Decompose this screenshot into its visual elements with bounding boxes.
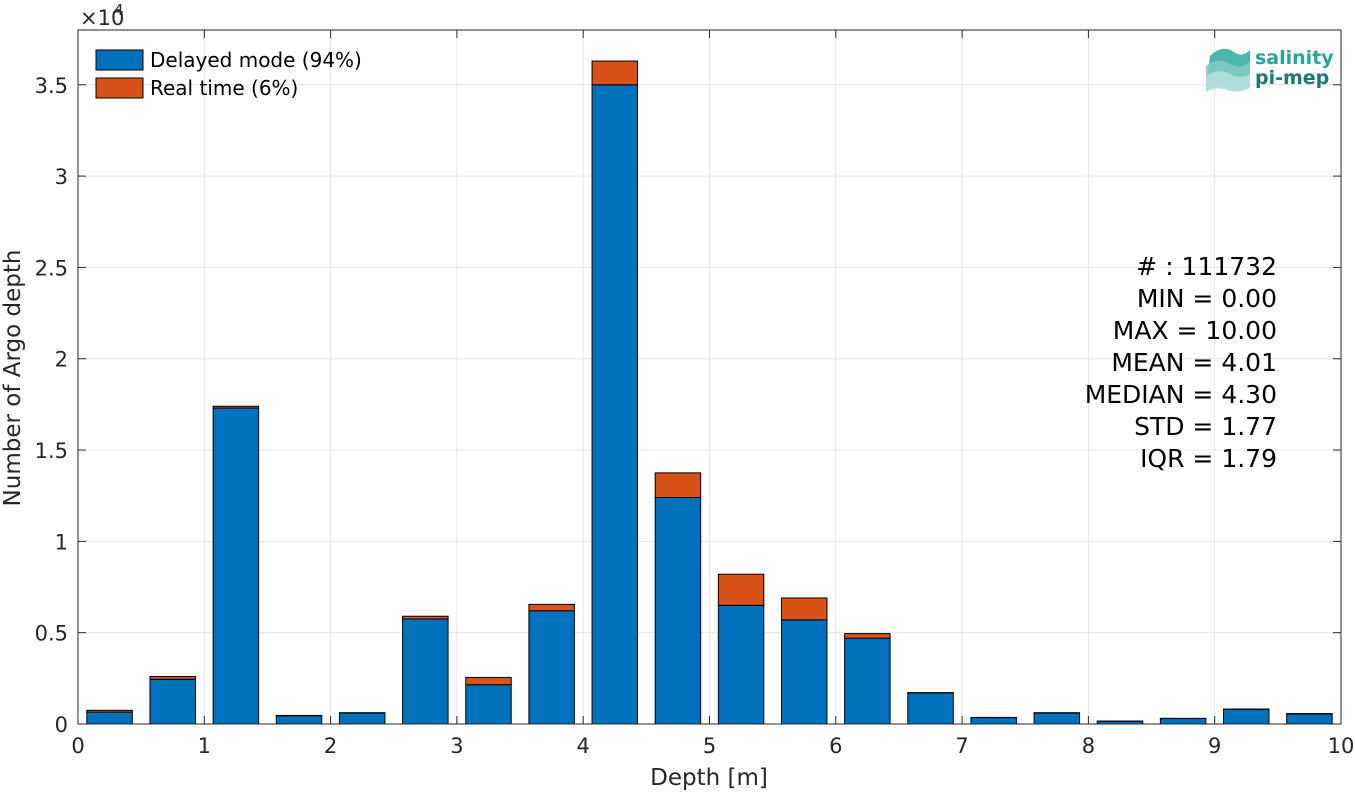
bar-delayed-mode (1033, 712, 1081, 725)
bar-real-time (780, 597, 828, 621)
logo-text-salinity: salinity (1255, 47, 1334, 69)
logo-text-pimep: pi-mep (1255, 67, 1329, 89)
bar-delayed-mode (1286, 713, 1333, 725)
bar-real-time (149, 676, 196, 680)
y-exponent-label: ×10 (80, 6, 124, 30)
stats-box: # : 111732 MIN = 0.00 MAX = 10.00 MEAN =… (1085, 252, 1277, 473)
stat-std: STD = 1.77 (1134, 412, 1277, 441)
bar-delayed-mode (717, 604, 765, 725)
stat-min: MIN = 0.00 (1137, 284, 1277, 313)
salinity-pimep-logo: salinity pi-mep (1206, 47, 1334, 92)
bar-delayed-mode (1223, 708, 1270, 725)
y-tick-label: 3.5 (35, 74, 68, 98)
x-tick-label: 7 (955, 734, 968, 758)
bar-delayed-mode (402, 618, 449, 725)
bar-delayed-mode (338, 712, 386, 725)
y-exponent-power: 4 (114, 1, 124, 19)
x-tick-label: 6 (829, 734, 842, 758)
stat-max: MAX = 10.00 (1113, 316, 1277, 345)
y-axis-title: Number of Argo depth (0, 250, 26, 507)
bar-real-time (528, 603, 575, 612)
stat-count: # : 111732 (1136, 252, 1277, 281)
bar-delayed-mode (654, 497, 702, 725)
x-tick-label: 9 (1208, 734, 1221, 758)
bar-delayed-mode (86, 711, 133, 725)
x-tick-label: 10 (1328, 734, 1355, 758)
y-tick-label: 1 (55, 530, 68, 554)
stat-median: MEDIAN = 4.30 (1085, 380, 1277, 409)
y-tick-label: 2 (55, 348, 68, 372)
bar-real-time (402, 615, 449, 620)
bar-real-time (465, 676, 512, 686)
bar-delayed-mode (907, 692, 954, 725)
legend-swatch-delayed (95, 49, 144, 71)
x-tick-label: 8 (1082, 734, 1095, 758)
bar-real-time (591, 60, 639, 86)
stat-mean: MEAN = 4.01 (1111, 348, 1277, 377)
bar-real-time (212, 405, 260, 409)
x-tick-label: 3 (450, 734, 463, 758)
grid (77, 30, 1342, 725)
bar-delayed-mode (149, 678, 196, 725)
legend-swatch-realtime (95, 77, 144, 99)
bar-real-time (654, 472, 702, 499)
x-tick-label: 1 (198, 734, 211, 758)
bar-delayed-mode (780, 619, 828, 725)
logo-waves-icon (1206, 48, 1250, 92)
x-tick-label: 5 (703, 734, 716, 758)
x-tick-label: 4 (577, 734, 590, 758)
bar-delayed-mode (275, 715, 323, 725)
bar-delayed-mode (465, 684, 512, 725)
legend-label-realtime: Real time (6%) (150, 76, 298, 100)
bars (86, 60, 1333, 725)
bar-real-time (86, 709, 133, 713)
x-tick-labels: 0 1 2 3 4 5 6 7 8 9 10 (71, 734, 1354, 758)
bar-delayed-mode (970, 717, 1017, 725)
legend-label-delayed: Delayed mode (94%) (150, 48, 362, 72)
y-tick-label: 1.5 (35, 439, 68, 463)
stat-iqr: IQR = 1.79 (1140, 444, 1277, 473)
y-tick-label: 3 (55, 165, 68, 189)
y-tick-label: 2.5 (35, 256, 68, 280)
bar-delayed-mode (528, 610, 575, 725)
x-tick-label: 0 (71, 734, 84, 758)
y-tick-labels: 0 0.5 1 1.5 2 2.5 3 3.5 (35, 74, 68, 737)
ticks (77, 30, 1342, 725)
bar-real-time (717, 573, 765, 606)
bar-real-time (844, 633, 891, 639)
x-tick-label: 2 (324, 734, 337, 758)
bar-delayed-mode (212, 407, 260, 725)
y-tick-label: 0 (55, 713, 68, 737)
x-axis-title: Depth [m] (650, 765, 768, 791)
bar-delayed-mode (844, 637, 891, 725)
legend: Delayed mode (94%) Real time (6%) (95, 48, 362, 100)
bar-delayed-mode (1159, 718, 1207, 725)
y-tick-label: 0.5 (35, 622, 68, 646)
bar-delayed-mode (591, 84, 639, 725)
